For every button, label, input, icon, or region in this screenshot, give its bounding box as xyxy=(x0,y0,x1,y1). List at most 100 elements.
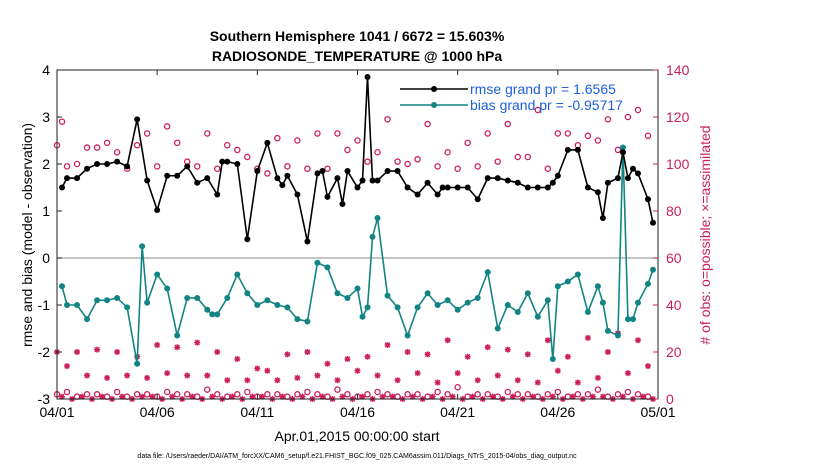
bias-point xyxy=(464,299,471,306)
obs-assimilated-point xyxy=(104,374,111,381)
y-tick-label-left: 2 xyxy=(42,156,50,172)
obs-possible-point xyxy=(58,118,66,125)
obs-possible-point xyxy=(264,170,271,177)
obs-possible-point xyxy=(294,137,301,144)
bias-point xyxy=(374,215,381,222)
obs-assimilated-low-point xyxy=(59,393,66,400)
bias-point xyxy=(544,297,551,304)
rmse-point xyxy=(234,161,241,167)
obs-assimilated-point xyxy=(384,341,391,348)
obs-possible-point xyxy=(584,132,592,140)
bias-point xyxy=(334,290,341,297)
obs-assimilated-low-point xyxy=(409,393,416,400)
y-tick-label-right: 40 xyxy=(666,297,682,313)
bias-point xyxy=(369,233,376,240)
bias-point xyxy=(454,306,461,313)
plot-area xyxy=(53,70,658,402)
obs-possible-point xyxy=(494,158,501,165)
rmse-point xyxy=(324,193,331,200)
obs-possible-point xyxy=(83,144,91,151)
rmse-point xyxy=(254,168,261,175)
obs-possible-point xyxy=(193,163,201,170)
rmse-point xyxy=(244,236,251,243)
bias-point xyxy=(264,297,271,304)
bias-point xyxy=(599,299,606,306)
rmse-point xyxy=(64,175,71,182)
obs-possible-point xyxy=(214,165,221,172)
bias-point xyxy=(504,302,511,308)
y-tick-label-left: -2 xyxy=(38,344,51,360)
rmse-point xyxy=(584,184,591,191)
obs-possible-point xyxy=(604,116,612,123)
chart-title-line1: Southern Hemisphere 1041 / 6672 = 15.603… xyxy=(210,28,505,44)
obs-possible-low-point xyxy=(344,391,351,398)
obs-assimilated-point xyxy=(344,356,351,363)
obs-assimilated-low-point xyxy=(569,393,576,400)
obs-assimilated-point xyxy=(494,372,501,379)
bias-point xyxy=(104,297,111,304)
rmse-point xyxy=(564,146,571,153)
obs-assimilated-point xyxy=(574,379,581,386)
obs-assimilated-low-point xyxy=(509,393,516,400)
x-tick-label: 04/06 xyxy=(140,404,175,420)
bias-point xyxy=(174,332,181,339)
bias-point xyxy=(139,243,146,250)
obs-possible-point xyxy=(454,165,461,172)
bias-point xyxy=(424,290,431,297)
obs-possible-low-point xyxy=(624,388,632,396)
obs-assimilated-point xyxy=(114,349,121,355)
rmse-point xyxy=(314,170,321,177)
obs-possible-low-point xyxy=(163,388,171,396)
obs-assimilated-point xyxy=(394,377,401,384)
obs-assimilated-point xyxy=(504,346,511,353)
rmse-point xyxy=(74,175,81,182)
rmse-point xyxy=(104,161,111,167)
x-axis-label: Apr.01,2015 00:00:00 start xyxy=(274,428,439,444)
rmse-point xyxy=(599,215,606,222)
rmse-point xyxy=(629,165,636,172)
rmse-point xyxy=(334,175,341,182)
obs-assimilated-point xyxy=(124,372,131,379)
y-axis-label-left: rmse and bias (model - observation) xyxy=(19,123,35,347)
obs-assimilated-point xyxy=(514,377,521,384)
obs-possible-point xyxy=(404,160,411,168)
obs-possible-low-point xyxy=(384,391,391,398)
obs-assimilated-low-point xyxy=(279,393,286,400)
legend: rmse grand pr = 1.6565 bias grand pr = -… xyxy=(400,81,623,113)
bias-point xyxy=(64,302,71,308)
obs-possible-low-point xyxy=(414,391,421,398)
obs-possible-point xyxy=(474,163,481,170)
obs-assimilated-point xyxy=(144,374,151,381)
bias-point xyxy=(554,283,561,290)
y-tick-label-left: 0 xyxy=(42,250,50,266)
bias-point xyxy=(354,285,361,292)
obs-possible-low-point xyxy=(93,391,101,398)
obs-possible-low-point xyxy=(404,391,411,398)
bias-point xyxy=(164,285,171,292)
rmse-point xyxy=(359,177,366,184)
rmse-point xyxy=(59,184,66,191)
bias-point xyxy=(154,271,161,278)
obs-assimilated-point xyxy=(164,370,171,377)
obs-assimilated-point xyxy=(294,374,301,381)
rmse-point xyxy=(649,219,656,226)
rmse-point xyxy=(369,177,376,184)
obs-possible-low-point xyxy=(364,391,371,398)
obs-possible-point xyxy=(414,156,421,163)
rmse-point xyxy=(319,168,326,175)
rmse-point xyxy=(514,179,521,186)
obs-possible-low-point xyxy=(544,391,552,398)
obs-assimilated-low-point xyxy=(299,393,306,400)
obs-assimilated-point xyxy=(194,339,201,346)
obs-possible-point xyxy=(564,130,572,137)
bias-point xyxy=(434,302,441,308)
footnote: data file: /Users/raeder/DAI/ATM_forcXX/… xyxy=(137,453,577,460)
rmse-point xyxy=(144,177,151,184)
bias-point xyxy=(284,304,291,311)
y-axis-label-right: # of obs: o=possible; ×=assimilated xyxy=(697,125,713,344)
bias-point xyxy=(324,264,331,271)
y-tick-label-right: 0 xyxy=(666,391,674,407)
obs-possible-low-point xyxy=(83,391,91,398)
y-tick-label-right: 100 xyxy=(666,156,690,172)
